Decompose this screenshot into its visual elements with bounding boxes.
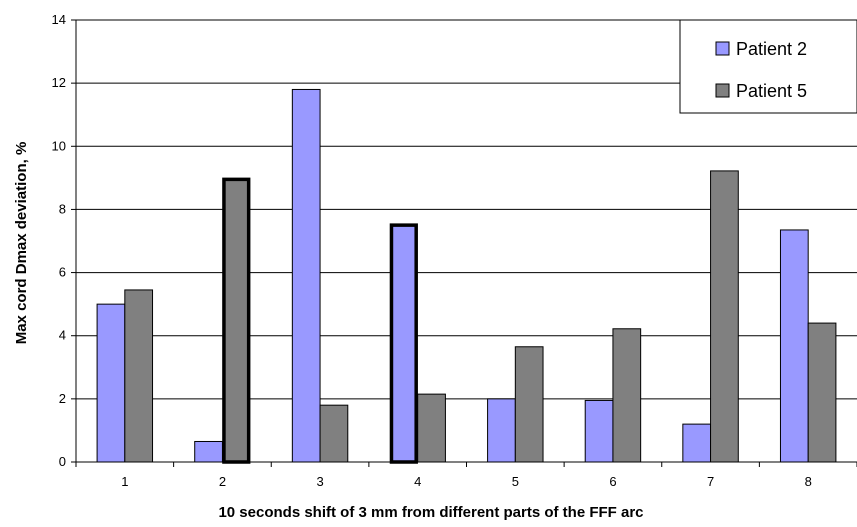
legend-box xyxy=(679,19,857,114)
bar-patient-2-7 xyxy=(682,423,712,463)
bar-patient-2-3 xyxy=(291,88,321,463)
bar-patient-2-6 xyxy=(584,399,614,463)
y-tick-label: 4 xyxy=(59,328,66,343)
y-tick-label: 2 xyxy=(59,391,66,406)
legend: Patient 2 Patient 5 xyxy=(679,19,857,114)
y-tick-label: 10 xyxy=(52,138,66,153)
x-tick-label: 3 xyxy=(316,474,323,489)
legend-swatch-patient-2 xyxy=(715,41,730,56)
x-tick-label: 7 xyxy=(707,474,714,489)
legend-label-patient-2: Patient 2 xyxy=(736,39,807,59)
bar-patient-2-5 xyxy=(487,398,516,463)
x-axis-title: 10 seconds shift of 3 mm from different … xyxy=(218,504,643,521)
legend-swatch-patient-5 xyxy=(715,83,730,98)
bars xyxy=(96,88,837,464)
x-tick-label: 5 xyxy=(512,474,519,489)
bar-patient-5-8 xyxy=(807,322,837,463)
y-tick-label: 8 xyxy=(59,201,66,216)
axes xyxy=(71,19,857,467)
bar-patient-5-1 xyxy=(124,289,154,463)
bar-patient-2-4 xyxy=(389,223,418,464)
y-tick-label: 12 xyxy=(52,75,66,90)
y-tick-label: 14 xyxy=(52,12,66,27)
y-tick-label: 0 xyxy=(59,454,66,469)
x-tick-label: 2 xyxy=(219,474,226,489)
legend-label-patient-5: Patient 5 xyxy=(736,81,807,101)
gridlines xyxy=(76,19,857,400)
bar-patient-5-6 xyxy=(612,328,642,463)
bar-patient-5-7 xyxy=(710,170,739,463)
y-axis-title: Max cord Dmax deviation, % xyxy=(13,142,30,345)
x-tick-label: 1 xyxy=(121,474,128,489)
y-tick-label: 6 xyxy=(59,265,66,280)
x-tick-label: 4 xyxy=(414,474,421,489)
bar-patient-5-5 xyxy=(514,346,544,463)
x-tick-labels: 1 2 3 4 5 6 7 8 xyxy=(121,474,812,489)
x-tick-label: 8 xyxy=(805,474,812,489)
bar-patient-2-2 xyxy=(194,440,223,463)
x-tick-label: 6 xyxy=(609,474,616,489)
bar-patient-5-2 xyxy=(222,177,251,464)
y-tick-labels: 0 2 4 6 8 10 12 14 xyxy=(52,12,66,469)
bar-patient-5-3 xyxy=(319,404,349,463)
bar-patient-2-8 xyxy=(779,229,809,463)
bar-patient-2-1 xyxy=(96,303,126,463)
bar-patient-5-4 xyxy=(417,393,446,463)
